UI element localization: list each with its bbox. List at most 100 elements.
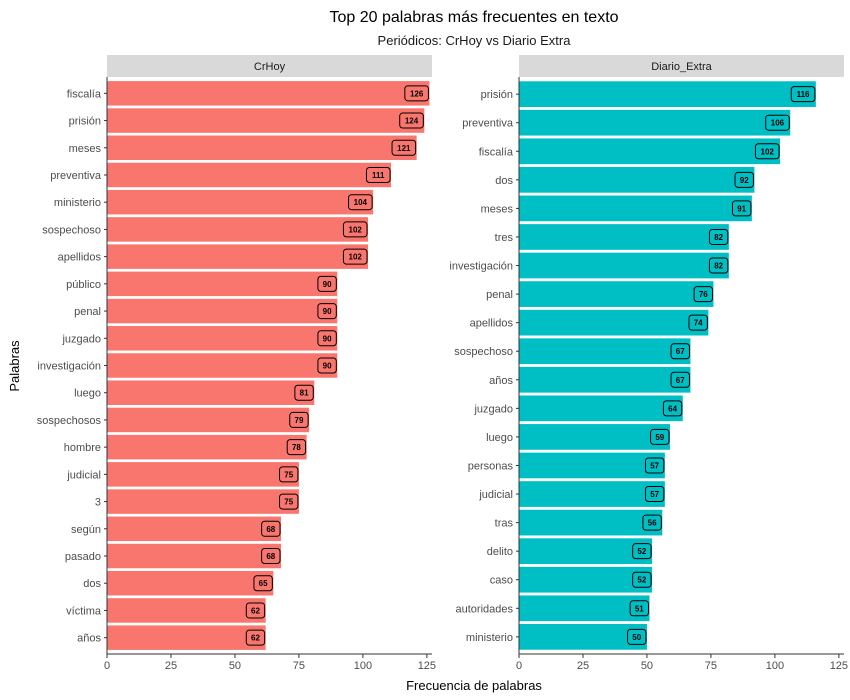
value-label: 90 xyxy=(323,334,332,343)
category-label: preventiva xyxy=(50,170,102,182)
bar xyxy=(519,109,791,136)
panel-CrHoy: CrHoy fiscalía prisión meses preventiva minis… xyxy=(37,55,436,672)
category-label: dos xyxy=(495,175,513,187)
value-label-box xyxy=(662,400,683,417)
value-label-box xyxy=(317,275,337,292)
bar xyxy=(519,166,755,193)
bar xyxy=(519,595,650,622)
value-label: 62 xyxy=(251,606,260,615)
panels: CrHoy fiscalía prisión meses preventiva minis… xyxy=(37,55,848,672)
category-label: ministerio xyxy=(54,197,101,209)
facet-strip xyxy=(519,55,844,77)
bar xyxy=(519,509,663,536)
value-label-box xyxy=(279,493,299,510)
value-label: 102 xyxy=(349,225,363,234)
value-label-box xyxy=(688,314,708,331)
value-label-box xyxy=(342,248,368,265)
category-label: pasado xyxy=(65,551,101,563)
category-label: luego xyxy=(74,388,101,400)
value-label: 52 xyxy=(637,576,646,585)
value-label: 75 xyxy=(284,498,293,507)
category-label: hombre xyxy=(64,442,101,454)
value-label: 75 xyxy=(284,470,293,479)
value-label: 76 xyxy=(699,290,708,299)
value-label: 111 xyxy=(372,171,385,180)
bar xyxy=(107,434,307,460)
value-label: 126 xyxy=(410,89,424,98)
facet-strip-label: CrHoy xyxy=(254,61,286,73)
category-label: 3 xyxy=(95,497,101,509)
value-label-box xyxy=(670,343,690,360)
value-label-box xyxy=(245,629,266,646)
category-label: investigación xyxy=(37,361,101,373)
value-label-box xyxy=(365,166,391,183)
value-label: 59 xyxy=(655,433,664,442)
value-label: 79 xyxy=(295,416,304,425)
category-label: prisión xyxy=(481,89,513,101)
category-label: judicial xyxy=(478,489,513,501)
value-label: 52 xyxy=(637,547,646,556)
facet-strip xyxy=(107,55,432,77)
bar xyxy=(107,543,282,569)
value-label-box xyxy=(650,428,670,445)
bar xyxy=(107,81,430,106)
value-label-box xyxy=(404,85,429,102)
category-label: sospechosos xyxy=(37,415,102,427)
value-label: 116 xyxy=(797,90,810,99)
value-label-box xyxy=(342,221,368,238)
bar xyxy=(107,135,417,161)
value-label-box xyxy=(754,143,780,160)
value-label: 57 xyxy=(650,490,659,499)
value-label-box xyxy=(790,86,816,103)
value-label-box xyxy=(391,139,417,156)
value-label: 106 xyxy=(771,119,785,128)
category-label: apellidos xyxy=(58,252,102,264)
bar xyxy=(107,108,425,133)
value-label-box xyxy=(693,286,713,303)
value-label: 90 xyxy=(323,307,332,316)
bar xyxy=(107,380,315,405)
bar xyxy=(519,424,670,450)
category-label: juzgado xyxy=(61,333,101,345)
category-label: judicial xyxy=(66,469,101,481)
value-label: 124 xyxy=(405,117,419,126)
value-label-box xyxy=(253,575,273,592)
bar xyxy=(107,326,338,351)
category-label: caso xyxy=(490,575,513,587)
value-label: 68 xyxy=(266,525,275,534)
chart-title: Top 20 palabras más frecuentes en texto xyxy=(329,9,618,26)
bar xyxy=(519,338,691,365)
bar xyxy=(107,516,282,542)
value-label-box xyxy=(279,466,299,483)
category-label: años xyxy=(77,633,101,645)
category-label: según xyxy=(71,524,101,536)
value-label: 121 xyxy=(397,144,411,153)
x-tick-label: 25 xyxy=(165,660,177,672)
value-label: 90 xyxy=(323,362,332,371)
value-label-box xyxy=(765,114,790,131)
category-label: juzgado xyxy=(473,403,513,415)
bar xyxy=(107,162,392,188)
category-label: personas xyxy=(468,460,514,472)
category-label: fiscalía xyxy=(67,88,102,100)
value-label-box xyxy=(261,520,281,537)
bar xyxy=(519,566,653,593)
x-tick-label: 0 xyxy=(104,660,110,672)
value-label: 64 xyxy=(668,404,677,413)
value-label-box xyxy=(348,194,373,211)
category-label: delito xyxy=(487,546,513,558)
category-label: penal xyxy=(74,306,101,318)
x-axis-title: Frecuencia de palabras xyxy=(406,678,542,693)
x-tick-label: 100 xyxy=(766,660,784,672)
value-label: 90 xyxy=(323,280,332,289)
value-label-box xyxy=(731,200,752,217)
category-label: sospechoso xyxy=(454,346,513,358)
value-label-box xyxy=(708,257,729,274)
value-label: 68 xyxy=(266,552,275,561)
value-label: 65 xyxy=(259,579,268,588)
value-label-box xyxy=(670,371,690,388)
value-label: 81 xyxy=(300,389,309,398)
value-label-box xyxy=(317,303,337,320)
bar xyxy=(107,598,266,623)
